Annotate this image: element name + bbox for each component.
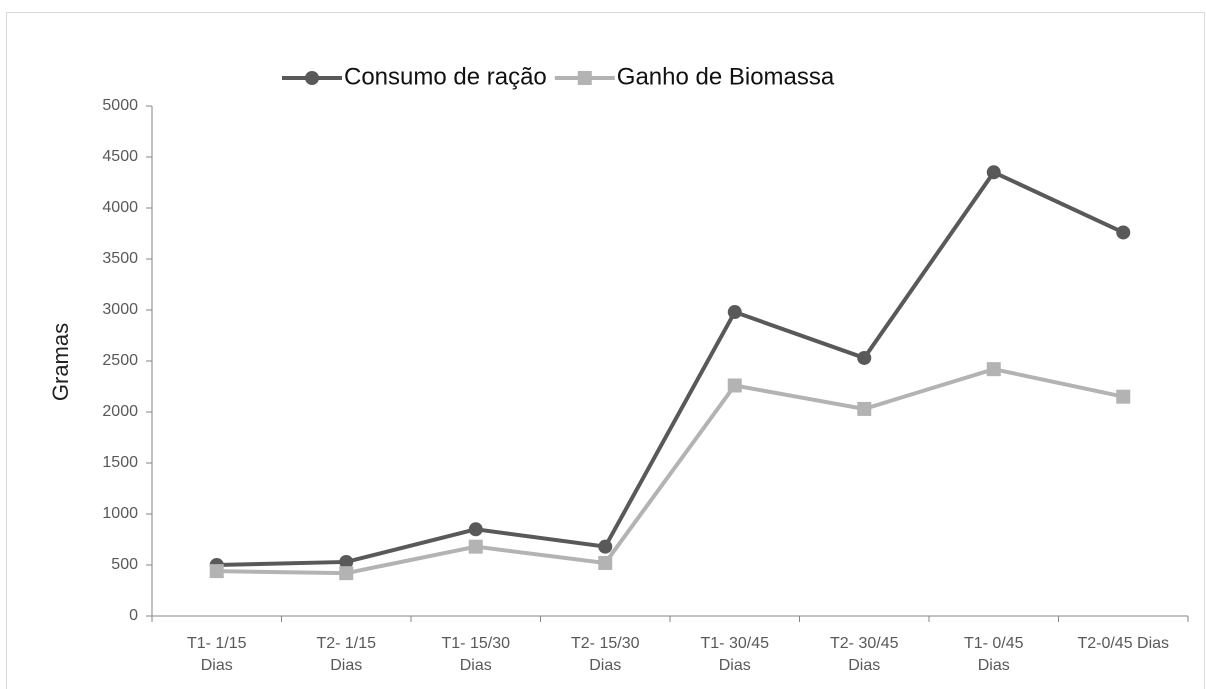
legend-marker	[577, 71, 592, 85]
point	[598, 539, 613, 554]
y-tick-label: 500	[111, 556, 138, 573]
point	[727, 378, 742, 393]
x-tick-label: T1- 1/15	[187, 635, 247, 652]
series-line	[216, 169, 1125, 567]
point	[1116, 389, 1131, 404]
y-axis-label: Gramas	[48, 323, 73, 401]
y-tick-label: 0	[129, 607, 138, 624]
legend-marker	[305, 71, 319, 85]
x-tick-label: Dias	[460, 657, 492, 674]
y-tick-label: 1500	[102, 454, 138, 471]
legend-label: Ganho de Biomassa	[617, 63, 835, 90]
y-tick-label: 1000	[102, 505, 138, 522]
y-tick-label: 5000	[102, 97, 138, 114]
point	[986, 165, 1001, 180]
x-tick-label: Dias	[719, 657, 751, 674]
y-tick-label: 3000	[102, 301, 138, 318]
y-tick-label: 2500	[102, 352, 138, 369]
point	[727, 305, 742, 320]
point	[598, 555, 613, 570]
x-tick-label: T2- 15/30	[571, 635, 640, 652]
x-tick-label: T2- 1/15	[316, 635, 376, 652]
x-tick-label: Dias	[589, 657, 621, 674]
chart-border	[6, 12, 1205, 689]
legend-label: Consumo de ração	[344, 63, 547, 90]
x-tick-label: T2-0/45 Dias	[1077, 635, 1169, 652]
y-tick-label: 4500	[102, 148, 138, 165]
x-tick-label: Dias	[201, 657, 233, 674]
y-tick-label: 4000	[102, 199, 138, 216]
x-tick-label: T1- 0/45	[964, 635, 1024, 652]
series-line	[216, 367, 1124, 576]
x-tick-label: T1- 30/45	[701, 635, 770, 652]
y-tick-label: 3500	[102, 250, 138, 267]
x-tick-label: Dias	[848, 657, 880, 674]
x-tick-label: Dias	[330, 657, 362, 674]
point	[209, 564, 224, 579]
x-tick-label: Dias	[978, 657, 1010, 674]
x-tick-label: T1- 15/30	[442, 635, 511, 652]
point	[986, 362, 1001, 377]
point	[857, 401, 872, 416]
point	[857, 350, 872, 365]
y-tick-label: 2000	[102, 403, 138, 420]
point	[1116, 225, 1131, 240]
point	[339, 566, 354, 581]
point	[468, 539, 483, 554]
point	[468, 522, 483, 537]
x-tick-label: T2- 30/45	[830, 635, 899, 652]
point	[339, 554, 354, 569]
